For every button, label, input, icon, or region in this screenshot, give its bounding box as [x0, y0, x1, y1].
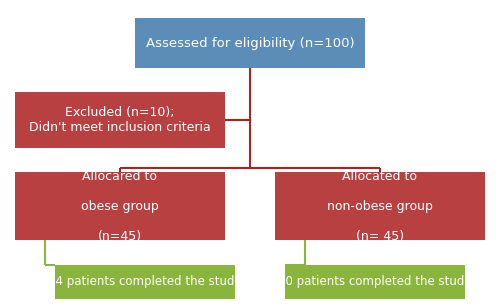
FancyBboxPatch shape: [55, 265, 235, 299]
Text: Assessed for eligibility (n=100): Assessed for eligibility (n=100): [146, 37, 354, 50]
FancyBboxPatch shape: [135, 18, 365, 68]
FancyBboxPatch shape: [15, 172, 225, 240]
Text: 44 patients completed the study: 44 patients completed the study: [48, 275, 242, 288]
Text: Allocared to

obese group

(n=45): Allocared to obese group (n=45): [81, 170, 159, 243]
FancyBboxPatch shape: [285, 265, 465, 299]
Text: Excluded (n=10);
Didn't meet inclusion criteria: Excluded (n=10); Didn't meet inclusion c…: [29, 106, 211, 134]
Text: Allocated to

non-obese group

(n= 45): Allocated to non-obese group (n= 45): [327, 170, 433, 243]
FancyBboxPatch shape: [275, 172, 485, 240]
Text: 40 patients completed the study: 40 patients completed the study: [278, 275, 471, 288]
FancyBboxPatch shape: [15, 92, 225, 148]
